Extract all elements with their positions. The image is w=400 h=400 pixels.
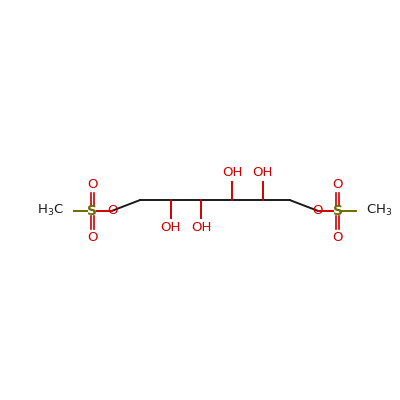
Text: OH: OH bbox=[161, 221, 181, 234]
Text: OH: OH bbox=[222, 166, 242, 179]
Text: O: O bbox=[87, 231, 98, 244]
Text: H$_3$C: H$_3$C bbox=[37, 203, 64, 218]
Text: O: O bbox=[332, 178, 343, 191]
Text: O: O bbox=[87, 178, 98, 191]
Text: OH: OH bbox=[253, 166, 273, 179]
Text: O: O bbox=[332, 231, 343, 244]
Text: OH: OH bbox=[191, 221, 212, 234]
Text: S: S bbox=[87, 204, 97, 218]
Text: CH$_3$: CH$_3$ bbox=[366, 203, 393, 218]
Text: O: O bbox=[107, 204, 118, 217]
Text: O: O bbox=[312, 204, 323, 217]
Text: S: S bbox=[332, 204, 342, 218]
